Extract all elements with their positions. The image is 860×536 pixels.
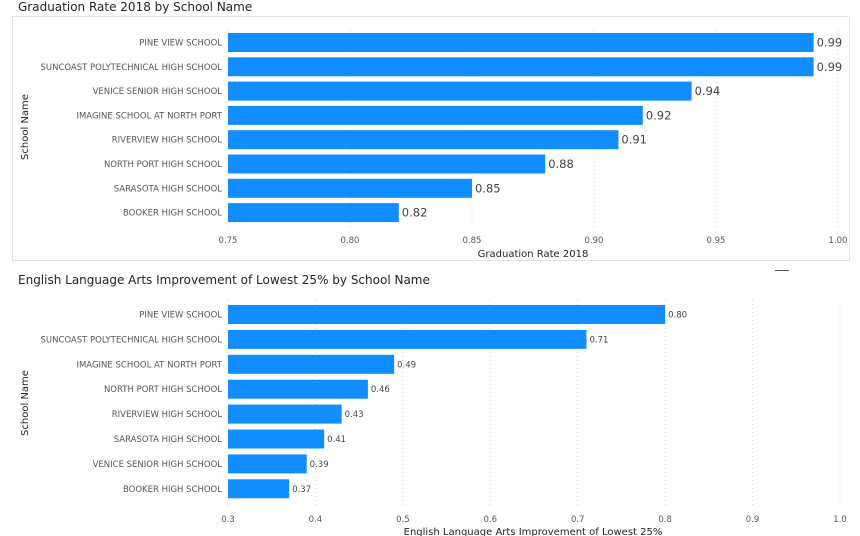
graduation-rate-visual[interactable]: Graduation Rate 2018 by School Name Scho… [0,0,860,266]
x-tick-label: 0.90 [585,236,604,246]
ela-improvement-visual[interactable]: English Language Arts Improvement of Low… [0,266,860,536]
data-label: 0.88 [548,157,574,171]
bar[interactable] [228,105,643,125]
data-label: 0.99 [817,36,843,50]
category-label: BOOKER HIGH SCHOOL [123,485,222,495]
category-label: VENICE SENIOR HIGH SCHOOL [93,460,223,470]
x-tick-label: 0.8 [658,515,672,525]
data-label: 0.82 [402,206,428,220]
bar[interactable] [228,178,472,198]
x-tick-label: 0.85 [463,236,482,246]
bar[interactable] [228,305,666,324]
data-label: 0.43 [345,410,364,420]
bar[interactable] [228,429,325,449]
x-tick-label: 0.4 [309,515,323,525]
category-label: RIVERVIEW HIGH SCHOOL [112,136,223,146]
category-label: IMAGINE SCHOOL AT NORTH PORT [76,360,222,370]
data-label: 0.85 [475,181,501,195]
graduation-rate-chart: School Name Graduation Rate 2018 0.75 0.8… [20,30,848,260]
y-axis-title: School Name [20,370,31,436]
focus-mode-indicator[interactable] [775,270,789,271]
data-label: 0.46 [371,385,390,395]
x-tick-label: 1.0 [833,515,847,525]
x-axis-title: English Language Arts Improvement of Low… [404,527,663,536]
category-label: SUNCOAST POLYTECHNICAL HIGH SCHOOL [40,63,222,73]
category-label: NORTH PORT HIGH SCHOOL [104,160,222,170]
category-label: RIVERVIEW HIGH SCHOOL [112,410,223,420]
category-label: PINE VIEW SCHOOL [139,311,222,321]
data-label: 0.71 [589,335,608,345]
bar[interactable] [228,57,814,77]
category-label: SUNCOAST POLYTECHNICAL HIGH SCHOOL [40,335,222,345]
bar[interactable] [228,329,587,349]
category-label: VENICE SENIOR HIGH SCHOOL [93,87,223,97]
bar[interactable] [228,203,399,223]
data-label: 0.94 [695,84,721,98]
bar[interactable] [228,154,546,174]
ela-improvement-chart: School Name English Language Arts Improv… [20,300,847,536]
category-label: BOOKER HIGH SCHOOL [123,209,222,219]
bar[interactable] [228,354,395,374]
category-label: PINE VIEW SCHOOL [139,39,222,49]
x-tick-label: 0.75 [219,236,238,246]
data-label: 0.49 [397,360,416,370]
data-label: 0.92 [646,108,672,122]
data-label: 0.39 [310,460,329,470]
bar[interactable] [228,479,290,499]
x-tick-label: 0.6 [484,515,498,525]
x-tick-label: 0.95 [707,236,726,246]
data-label: 0.99 [817,60,843,74]
visual-frame [12,16,850,261]
data-label: 0.41 [327,435,346,445]
bar[interactable] [228,81,692,101]
chart-title: English Language Arts Improvement of Low… [18,273,430,287]
x-tick-label: 0.7 [571,515,585,525]
x-tick-label: 0.5 [396,515,410,525]
bar[interactable] [228,33,814,52]
bar[interactable] [228,454,307,474]
bar[interactable] [228,404,342,424]
category-label: SARASOTA HIGH SCHOOL [114,435,223,445]
y-axis-title: School Name [20,94,31,160]
category-label: IMAGINE SCHOOL AT NORTH PORT [76,111,222,121]
data-label: 0.37 [292,485,311,495]
data-label: 0.91 [621,133,647,147]
x-tick-label: 0.3 [221,515,235,525]
x-tick-label: 1.00 [829,236,848,246]
bar[interactable] [228,379,368,399]
x-tick-label: 0.9 [746,515,760,525]
chart-title: Graduation Rate 2018 by School Name [18,0,253,14]
data-label: 0.80 [668,311,687,321]
category-label: NORTH PORT HIGH SCHOOL [104,385,222,395]
bar[interactable] [228,130,619,150]
x-axis-title: Graduation Rate 2018 [478,249,589,260]
category-label: SARASOTA HIGH SCHOOL [114,184,223,194]
x-tick-label: 0.80 [341,236,360,246]
